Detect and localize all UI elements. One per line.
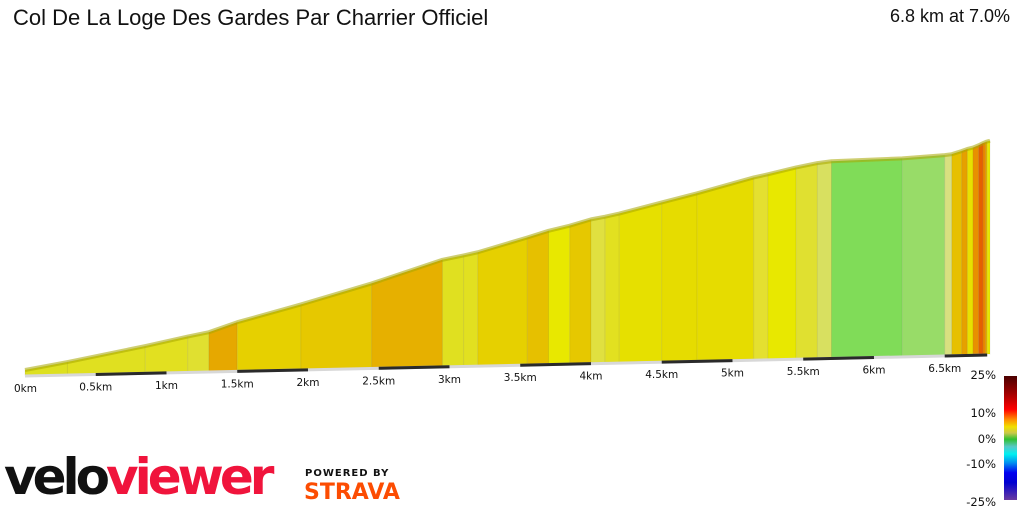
legend-label-25: 25% bbox=[970, 368, 996, 382]
gradient-segment bbox=[961, 148, 968, 356]
strava-logo: STRAVA bbox=[304, 480, 400, 505]
x-tick-label: 6.5km bbox=[928, 363, 961, 375]
x-tick-label: 3km bbox=[438, 374, 461, 386]
veloviewer-logo: veloviewer bbox=[4, 452, 274, 502]
gradient-segment bbox=[978, 142, 984, 355]
gradient-segment bbox=[300, 282, 373, 370]
distance-marker-bar bbox=[803, 356, 875, 361]
gradient-segment bbox=[371, 259, 443, 368]
distance-marker-bar bbox=[378, 365, 450, 370]
gradient-segment bbox=[618, 201, 663, 363]
gradient-segment bbox=[661, 192, 698, 362]
logo-viewer: viewer bbox=[106, 448, 274, 506]
legend-label-10: 10% bbox=[970, 406, 996, 420]
x-tick-label: 4.5km bbox=[645, 369, 678, 381]
legend-label-minus10: -10% bbox=[966, 457, 996, 471]
gradient-segment bbox=[441, 254, 465, 367]
distance-marker-bar bbox=[944, 353, 988, 358]
x-tick-label: 5.5km bbox=[787, 366, 820, 378]
x-axis-ticks: 0km 0.5km 1km 1.5km 2km 2.5km 3km 3.5km 4km 4.5km… bbox=[14, 363, 961, 395]
gradient-segment bbox=[972, 144, 980, 355]
gradient-color-scale bbox=[1004, 376, 1017, 500]
gradient-segment bbox=[477, 236, 528, 366]
segment-summary: 6.8 km at 7.0% bbox=[889, 6, 1010, 26]
distance-marker-bar bbox=[95, 371, 167, 376]
x-tick-label: 0km bbox=[14, 383, 37, 395]
gradient-segment bbox=[795, 162, 818, 359]
gradient-segment bbox=[951, 150, 963, 356]
distance-marker-bar bbox=[520, 362, 592, 367]
logo-velo: velo bbox=[4, 448, 110, 506]
gradient-segment bbox=[463, 251, 479, 366]
x-tick-label: 5km bbox=[721, 368, 744, 380]
powered-by-label: POWERED BY bbox=[305, 468, 390, 479]
gradient-segment bbox=[944, 153, 953, 356]
x-tick-label: 4km bbox=[579, 371, 602, 383]
gradient-segment bbox=[604, 212, 620, 363]
segment-title: Col De La Loge Des Gardes Par Charrier O… bbox=[13, 5, 489, 30]
legend-label-minus25: -25% bbox=[966, 495, 996, 509]
distance-marker-bar bbox=[237, 368, 309, 373]
gradient-segment bbox=[831, 157, 903, 358]
gradient-segment bbox=[986, 140, 991, 355]
x-tick-label: 2km bbox=[296, 377, 319, 389]
profile-ridge bbox=[24, 138, 991, 372]
distance-marker-bar bbox=[661, 359, 733, 364]
gradient-segment bbox=[753, 173, 769, 360]
legend-label-0: 0% bbox=[977, 432, 996, 446]
distance-baseline bbox=[24, 353, 988, 378]
gradient-segments bbox=[24, 140, 991, 376]
x-tick-label: 0.5km bbox=[79, 381, 112, 393]
x-tick-label: 3.5km bbox=[504, 372, 537, 384]
x-tick-label: 1km bbox=[155, 380, 178, 392]
gradient-segment bbox=[816, 160, 833, 359]
x-tick-label: 2.5km bbox=[362, 375, 395, 387]
gradient-segment bbox=[548, 225, 571, 365]
gradient-segment bbox=[590, 216, 606, 364]
x-tick-label: 6km bbox=[862, 365, 885, 377]
gradient-segment bbox=[187, 331, 210, 372]
x-tick-label: 1.5km bbox=[221, 378, 254, 390]
gradient-segment bbox=[901, 154, 946, 357]
gradient-segment bbox=[767, 166, 797, 360]
gradient-segment bbox=[569, 218, 592, 364]
gradient-segment bbox=[696, 176, 755, 361]
gradient-segment bbox=[966, 146, 974, 356]
gradient-segment bbox=[526, 230, 550, 365]
